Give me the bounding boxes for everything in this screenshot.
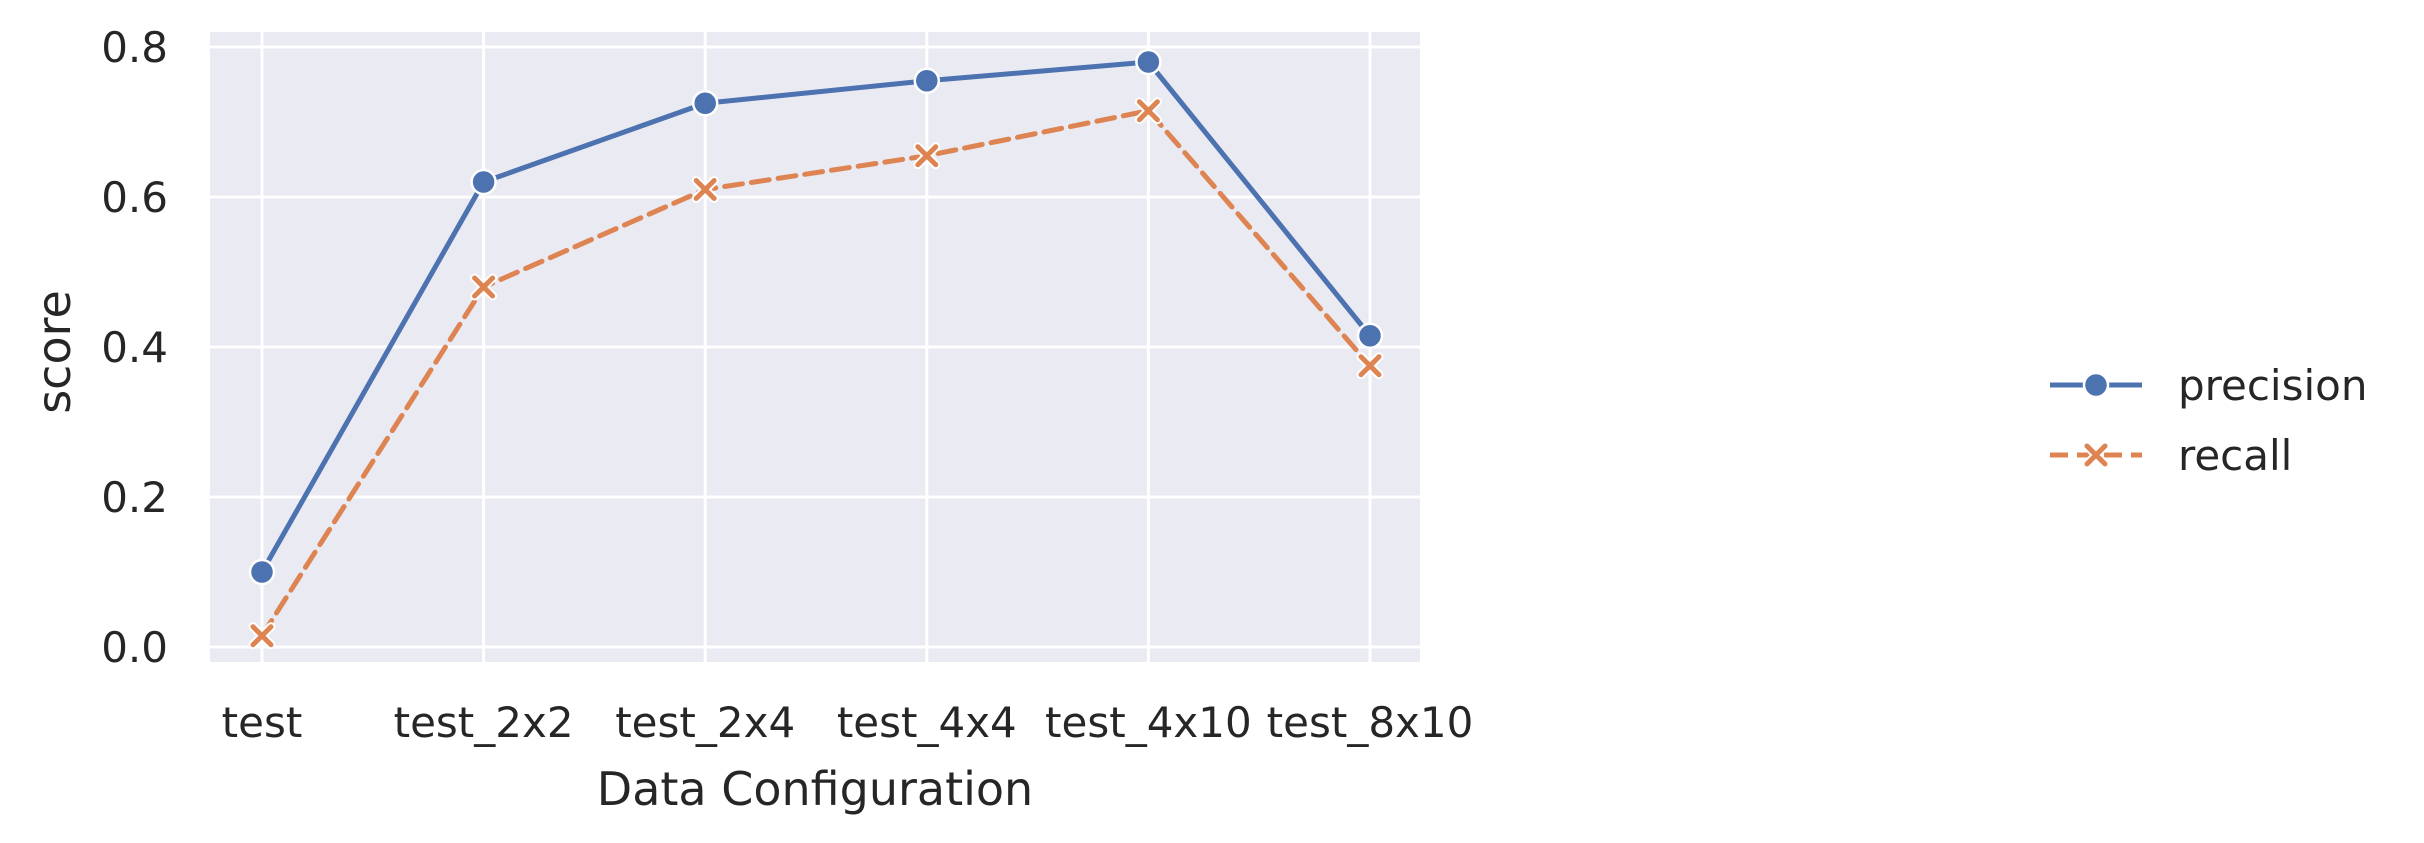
data-point-recall — [913, 142, 941, 170]
y-tick-label: 0.4 — [101, 323, 168, 372]
x-tick-label: test_4x4 — [837, 698, 1017, 747]
data-point-recall — [691, 176, 719, 203]
data-point-precision — [691, 90, 719, 117]
y-tick-label: 0.2 — [101, 473, 168, 522]
y-axis-label: score — [27, 290, 81, 414]
legend-label: precision — [2178, 361, 2367, 410]
data-point-precision — [1135, 48, 1162, 76]
x-axis-label: Data Configuration — [597, 762, 1033, 816]
data-point-mark — [693, 178, 717, 201]
legend-marker — [2084, 443, 2108, 467]
x-tick-label: test_8x10 — [1267, 698, 1474, 747]
legend-entry-recall: recall — [2050, 431, 2292, 480]
y-tick-label: 0.6 — [101, 173, 168, 222]
series-layer — [248, 48, 1384, 650]
data-point-precision — [248, 558, 276, 586]
data-point-mark — [1136, 99, 1160, 123]
series-line-recall — [259, 108, 1373, 639]
series-line-precision — [259, 59, 1373, 575]
data-point-mark — [250, 624, 274, 648]
data-point-precision — [913, 67, 941, 94]
data-point-mark — [1358, 354, 1382, 378]
legend: precision recall — [2050, 361, 2367, 480]
data-point-recall — [470, 273, 498, 301]
legend-label: recall — [2178, 431, 2292, 480]
x-tick-label: test_4x10 — [1045, 698, 1252, 747]
data-point-recall — [248, 622, 276, 650]
data-point-mark — [472, 275, 496, 299]
x-tick-label: test — [222, 698, 303, 747]
y-tick-label: 0.0 — [101, 623, 168, 672]
data-point-recall — [1134, 97, 1162, 125]
legend-marker — [2082, 371, 2110, 399]
x-tick-label: test_2x2 — [394, 698, 574, 747]
y-tick-label: 0.8 — [101, 23, 168, 72]
y-tick-labels: 0.0 0.2 0.4 0.6 0.8 — [101, 23, 168, 672]
data-point-mark — [915, 144, 939, 168]
x-tick-labels: test test_2x2 test_2x4 test_4x4 test_4x10 tes… — [222, 698, 1474, 747]
data-point-recall — [1356, 352, 1384, 380]
data-point-precision — [1356, 322, 1384, 349]
x-tick-label: test_2x4 — [615, 698, 795, 747]
legend-entry-precision: precision — [2050, 361, 2367, 410]
data-point-precision — [470, 168, 497, 196]
